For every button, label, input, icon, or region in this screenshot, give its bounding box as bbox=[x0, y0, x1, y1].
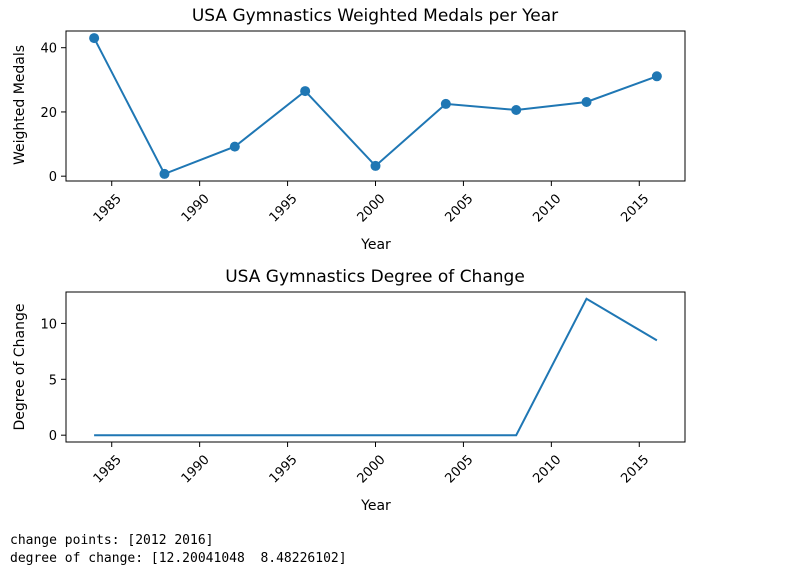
y-axis-label: Degree of Change bbox=[12, 304, 28, 431]
x-tick-label: 1985 bbox=[91, 191, 125, 225]
x-tick-label: 2000 bbox=[355, 191, 389, 225]
x-tick-label: 1990 bbox=[179, 191, 213, 225]
x-axis-label: Year bbox=[360, 237, 391, 253]
output-degree-of-change: degree of change: [12.20041048 8.4822610… bbox=[10, 551, 347, 566]
x-tick-label: 1995 bbox=[267, 452, 301, 486]
x-tick-label: 2005 bbox=[442, 191, 476, 225]
x-ticks: 1985 1990 1995 2000 2005 2010 2015 bbox=[91, 181, 652, 225]
y-tick-label: 20 bbox=[40, 106, 57, 121]
x-axis-label: Year bbox=[360, 498, 391, 514]
data-point bbox=[581, 96, 592, 107]
y-ticks: 0 5 10 bbox=[40, 317, 66, 444]
x-tick-label: 2005 bbox=[442, 452, 476, 486]
y-tick-label: 0 bbox=[49, 170, 57, 185]
weighted-medals-chart: USA Gymnastics Weighted Medals per Year … bbox=[12, 6, 686, 253]
y-tick-label: 0 bbox=[49, 429, 57, 444]
data-point bbox=[300, 86, 311, 97]
y-ticks: 0 20 40 bbox=[40, 42, 66, 185]
plot-frame bbox=[65, 291, 686, 443]
output-change-points: change points: [2012 2016] bbox=[10, 533, 214, 548]
x-tick-label: 2010 bbox=[530, 452, 564, 486]
x-tick-label: 1995 bbox=[267, 191, 301, 225]
chart-title: USA Gymnastics Weighted Medals per Year bbox=[192, 6, 558, 26]
x-ticks: 1985 1990 1995 2000 2005 2010 2015 bbox=[91, 442, 652, 486]
series bbox=[94, 297, 658, 437]
data-point bbox=[370, 160, 381, 171]
x-tick-label: 2010 bbox=[530, 191, 564, 225]
plot-frame bbox=[65, 30, 686, 182]
figure: USA Gymnastics Weighted Medals per Year … bbox=[12, 6, 686, 514]
x-tick-label: 2015 bbox=[618, 191, 652, 225]
x-tick-label: 2000 bbox=[355, 452, 389, 486]
data-point bbox=[159, 168, 170, 179]
data-point bbox=[651, 71, 662, 82]
y-axis-label: Weighted Medals bbox=[12, 45, 28, 165]
data-point bbox=[511, 105, 522, 116]
y-tick-label: 10 bbox=[40, 317, 57, 332]
y-tick-label: 5 bbox=[49, 373, 57, 388]
series-line bbox=[93, 37, 658, 176]
series bbox=[89, 33, 662, 179]
x-tick-label: 2015 bbox=[618, 452, 652, 486]
degree-of-change-chart: USA Gymnastics Degree of Change Year Deg… bbox=[12, 267, 686, 514]
data-point bbox=[229, 141, 240, 152]
data-point bbox=[440, 98, 451, 109]
y-tick-label: 40 bbox=[40, 42, 57, 57]
chart-title: USA Gymnastics Degree of Change bbox=[225, 267, 525, 287]
series-line bbox=[94, 297, 658, 437]
data-point bbox=[89, 33, 100, 44]
x-tick-label: 1990 bbox=[179, 452, 213, 486]
x-tick-label: 1985 bbox=[91, 452, 125, 486]
